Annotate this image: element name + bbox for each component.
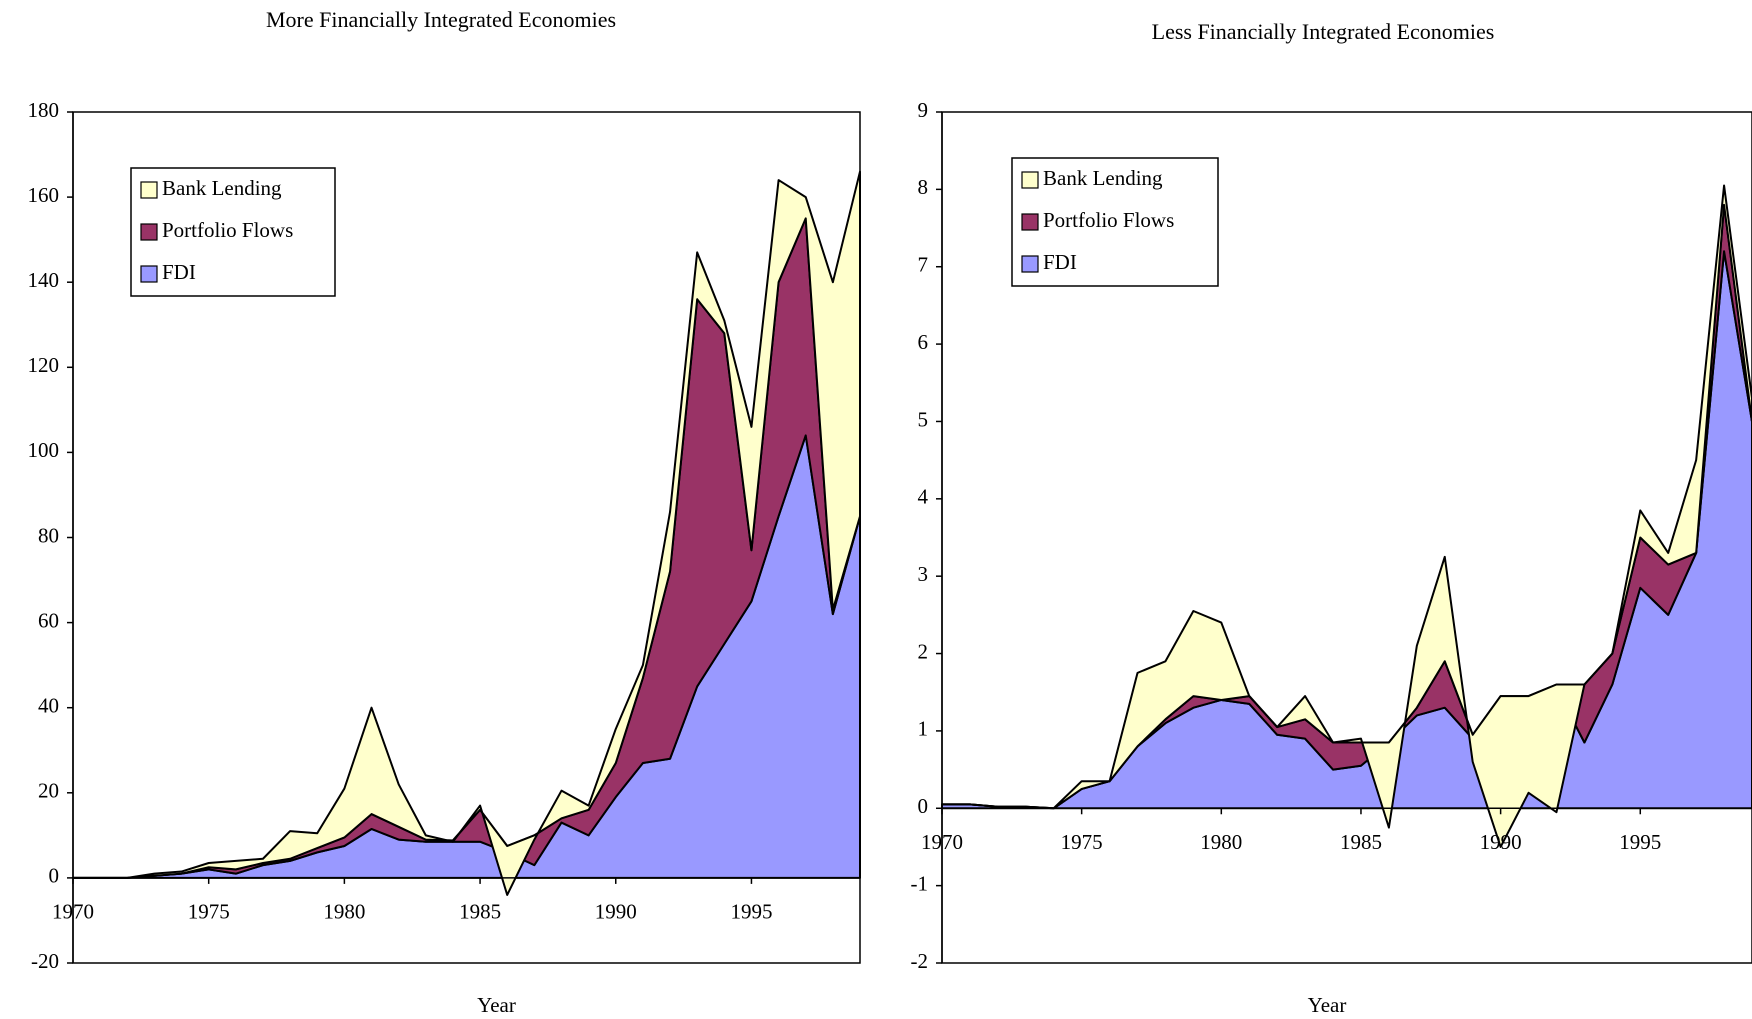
y-tick-label: 60 [38,608,59,632]
x-tick-label: 1970 [921,830,963,854]
x-tick-label: 1990 [595,900,637,924]
legend-swatch [1021,171,1039,189]
x-axis-label: Year [477,993,516,1017]
y-tick-label: -20 [31,949,59,973]
x-tick-label: 1980 [1200,830,1242,854]
legend-swatch [140,265,158,283]
x-tick-label: 1995 [1619,830,1661,854]
x-tick-label: 1985 [459,900,501,924]
y-tick-label: 5 [918,407,929,431]
y-tick-label: 140 [28,268,60,292]
legend-box [1011,157,1219,287]
x-tick-label: 1980 [323,900,365,924]
y-tick-label: 100 [28,438,60,462]
legend-label: Portfolio Flows [1043,208,1174,232]
legend-swatch [140,223,158,241]
y-tick-label: 8 [918,175,929,199]
y-tick-label: 0 [918,794,929,818]
legend-swatch [1021,255,1039,273]
y-tick-label: 180 [28,98,60,122]
y-tick-label: 2 [918,639,929,663]
y-tick-label: 80 [38,523,59,547]
y-tick-label: 6 [918,330,929,354]
y-tick-label: 160 [28,183,60,207]
legend-box [130,167,336,297]
y-tick-label: 3 [918,562,929,586]
legend-label: Bank Lending [1043,166,1163,190]
area [941,184,1752,848]
legend-label: Bank Lending [162,176,282,200]
x-tick-label: 1995 [730,900,772,924]
x-axis-label: Year [1308,993,1347,1017]
legend-label: Portfolio Flows [162,218,293,242]
x-tick-label: 1970 [52,900,94,924]
x-tick-label: 1975 [1061,830,1103,854]
legend-label: FDI [162,260,196,284]
y-tick-label: 1 [918,717,929,741]
x-tick-label: 1990 [1480,830,1522,854]
y-tick-label: 0 [49,864,60,888]
chart-title: Less Financially Integrated Economies [1152,19,1495,44]
area [72,170,861,896]
x-tick-label: 1975 [188,900,230,924]
x-tick-label: 1985 [1340,830,1382,854]
y-tick-label: -1 [911,871,929,895]
legend-swatch [140,181,158,199]
y-tick-label: 20 [38,779,59,803]
legend-swatch [1021,213,1039,231]
chart-title: More Financially Integrated Economies [266,7,616,32]
y-tick-label: 40 [38,694,59,718]
y-tick-label: 9 [918,98,929,122]
y-tick-label: 4 [918,485,929,509]
y-tick-label: 7 [918,253,929,277]
y-tick-label: 120 [28,353,60,377]
legend-label: FDI [1043,250,1077,274]
y-tick-label: -2 [911,949,929,973]
